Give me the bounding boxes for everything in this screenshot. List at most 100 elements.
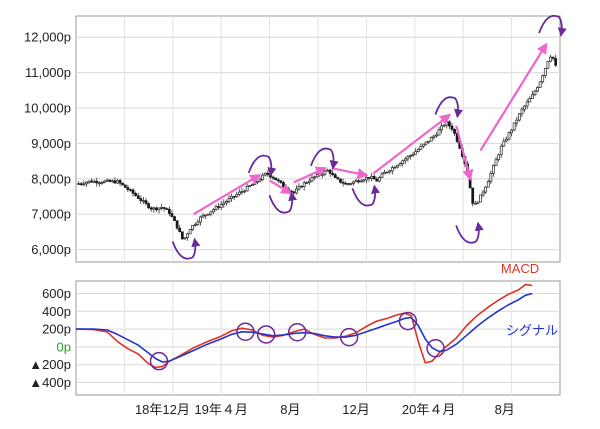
- candle-up: [398, 163, 402, 166]
- price-y-tick-label: 11,000p: [25, 65, 71, 80]
- candle-up: [383, 171, 386, 175]
- crossover-circle: [339, 327, 359, 347]
- candle-up: [349, 183, 353, 185]
- candle-up: [479, 194, 482, 203]
- crossover-circle: [236, 322, 255, 342]
- candle-up: [517, 113, 521, 121]
- candle-up: [92, 180, 96, 183]
- candle-up: [377, 177, 381, 182]
- macd-y-tick-label: 200p: [42, 322, 71, 337]
- price-y-tick-label: 12,000p: [24, 30, 71, 45]
- price-grid: [76, 16, 560, 262]
- macd-y-tick-label: 0p: [57, 339, 71, 354]
- crossover-circle: [256, 325, 276, 344]
- annotations: [171, 14, 567, 260]
- candle-up: [191, 224, 195, 230]
- candle-down: [217, 206, 220, 208]
- candle-down: [300, 185, 303, 188]
- candle-up: [440, 125, 443, 131]
- candle-up: [256, 180, 259, 183]
- trend-arrow: [192, 174, 262, 216]
- candle-up: [224, 201, 228, 204]
- candle-up: [536, 87, 539, 92]
- candle-up: [507, 132, 511, 140]
- candle-up: [538, 81, 542, 88]
- candle-down: [167, 208, 171, 214]
- candle-up: [248, 185, 252, 188]
- candle-up: [157, 207, 161, 211]
- candle-up: [87, 180, 91, 183]
- price-y-tick-label: 8,000p: [31, 171, 71, 186]
- candle-up: [393, 166, 397, 169]
- candle-down: [328, 169, 332, 174]
- crossover-circle: [426, 338, 445, 358]
- candle-up: [497, 154, 501, 161]
- price-y-tick-label: 6,000p: [31, 242, 71, 257]
- candle-up: [214, 206, 218, 211]
- candle-up: [486, 181, 490, 188]
- candle-up: [82, 183, 86, 186]
- candle-up: [315, 173, 319, 178]
- candle-up: [429, 137, 433, 142]
- candle-up: [100, 182, 104, 184]
- signal-line: [76, 292, 533, 363]
- macd-panel: 600p 400p 200p 0p ▲200p ▲400p MACD シグナル: [29, 261, 561, 396]
- candle-down: [149, 207, 153, 210]
- candle-down: [118, 180, 122, 184]
- candle-up: [476, 201, 480, 204]
- candle-down: [271, 176, 275, 179]
- candle-up: [502, 140, 506, 147]
- candle-down: [144, 200, 148, 204]
- macd-y-tick-label: 400p: [42, 304, 71, 319]
- candle-up: [403, 158, 407, 162]
- candle-up: [103, 180, 106, 183]
- turn-arrow: [538, 14, 567, 37]
- trend-arrow: [372, 113, 452, 175]
- candle-up: [222, 202, 226, 205]
- candle-up: [406, 156, 410, 160]
- candle-up: [305, 182, 309, 184]
- candle-up: [243, 190, 246, 193]
- candle-up: [401, 160, 405, 164]
- candle-down: [554, 58, 558, 66]
- candle-down: [447, 121, 451, 127]
- candle-up: [263, 172, 267, 176]
- candle-up: [533, 90, 537, 96]
- candle-up: [370, 176, 373, 179]
- candle-up: [414, 151, 418, 155]
- candle-down: [154, 207, 158, 211]
- turn-arrow: [171, 237, 201, 260]
- candle-down: [108, 179, 112, 182]
- candle-down: [123, 184, 127, 188]
- x-tick-label: 20年４月: [402, 402, 455, 417]
- candle-up: [201, 215, 205, 218]
- candle-up: [359, 180, 363, 183]
- candle-down: [344, 182, 348, 185]
- candle-up: [354, 180, 358, 183]
- trend-arrow: [269, 179, 293, 195]
- macd-y-tick-label: 600p: [42, 286, 71, 301]
- trend-arrow: [455, 125, 474, 181]
- candle-down: [126, 187, 130, 190]
- candle-up: [142, 200, 145, 202]
- candle-up: [424, 141, 428, 145]
- crossover-circle: [288, 322, 307, 342]
- candle-down: [336, 177, 340, 180]
- candle-down: [375, 178, 379, 182]
- candle-up: [546, 60, 550, 69]
- candle-down: [276, 179, 280, 182]
- price-y-tick-label: 7,000p: [31, 207, 71, 222]
- candle-up: [253, 181, 257, 185]
- candle-down: [173, 216, 176, 222]
- candle-down: [95, 180, 99, 184]
- candle-down: [147, 203, 150, 209]
- price-panel: 6,000p 7,000p 8,000p 9,000p 10,000p 11,000p 12…: [24, 14, 567, 263]
- candle-down: [134, 193, 138, 196]
- candle-down: [339, 178, 342, 183]
- candle-up: [523, 105, 526, 110]
- candle-up: [512, 122, 516, 131]
- x-tick-label: 19年４月: [194, 402, 247, 417]
- price-y-tick-label: 9,000p: [31, 136, 71, 151]
- candle-up: [419, 145, 423, 150]
